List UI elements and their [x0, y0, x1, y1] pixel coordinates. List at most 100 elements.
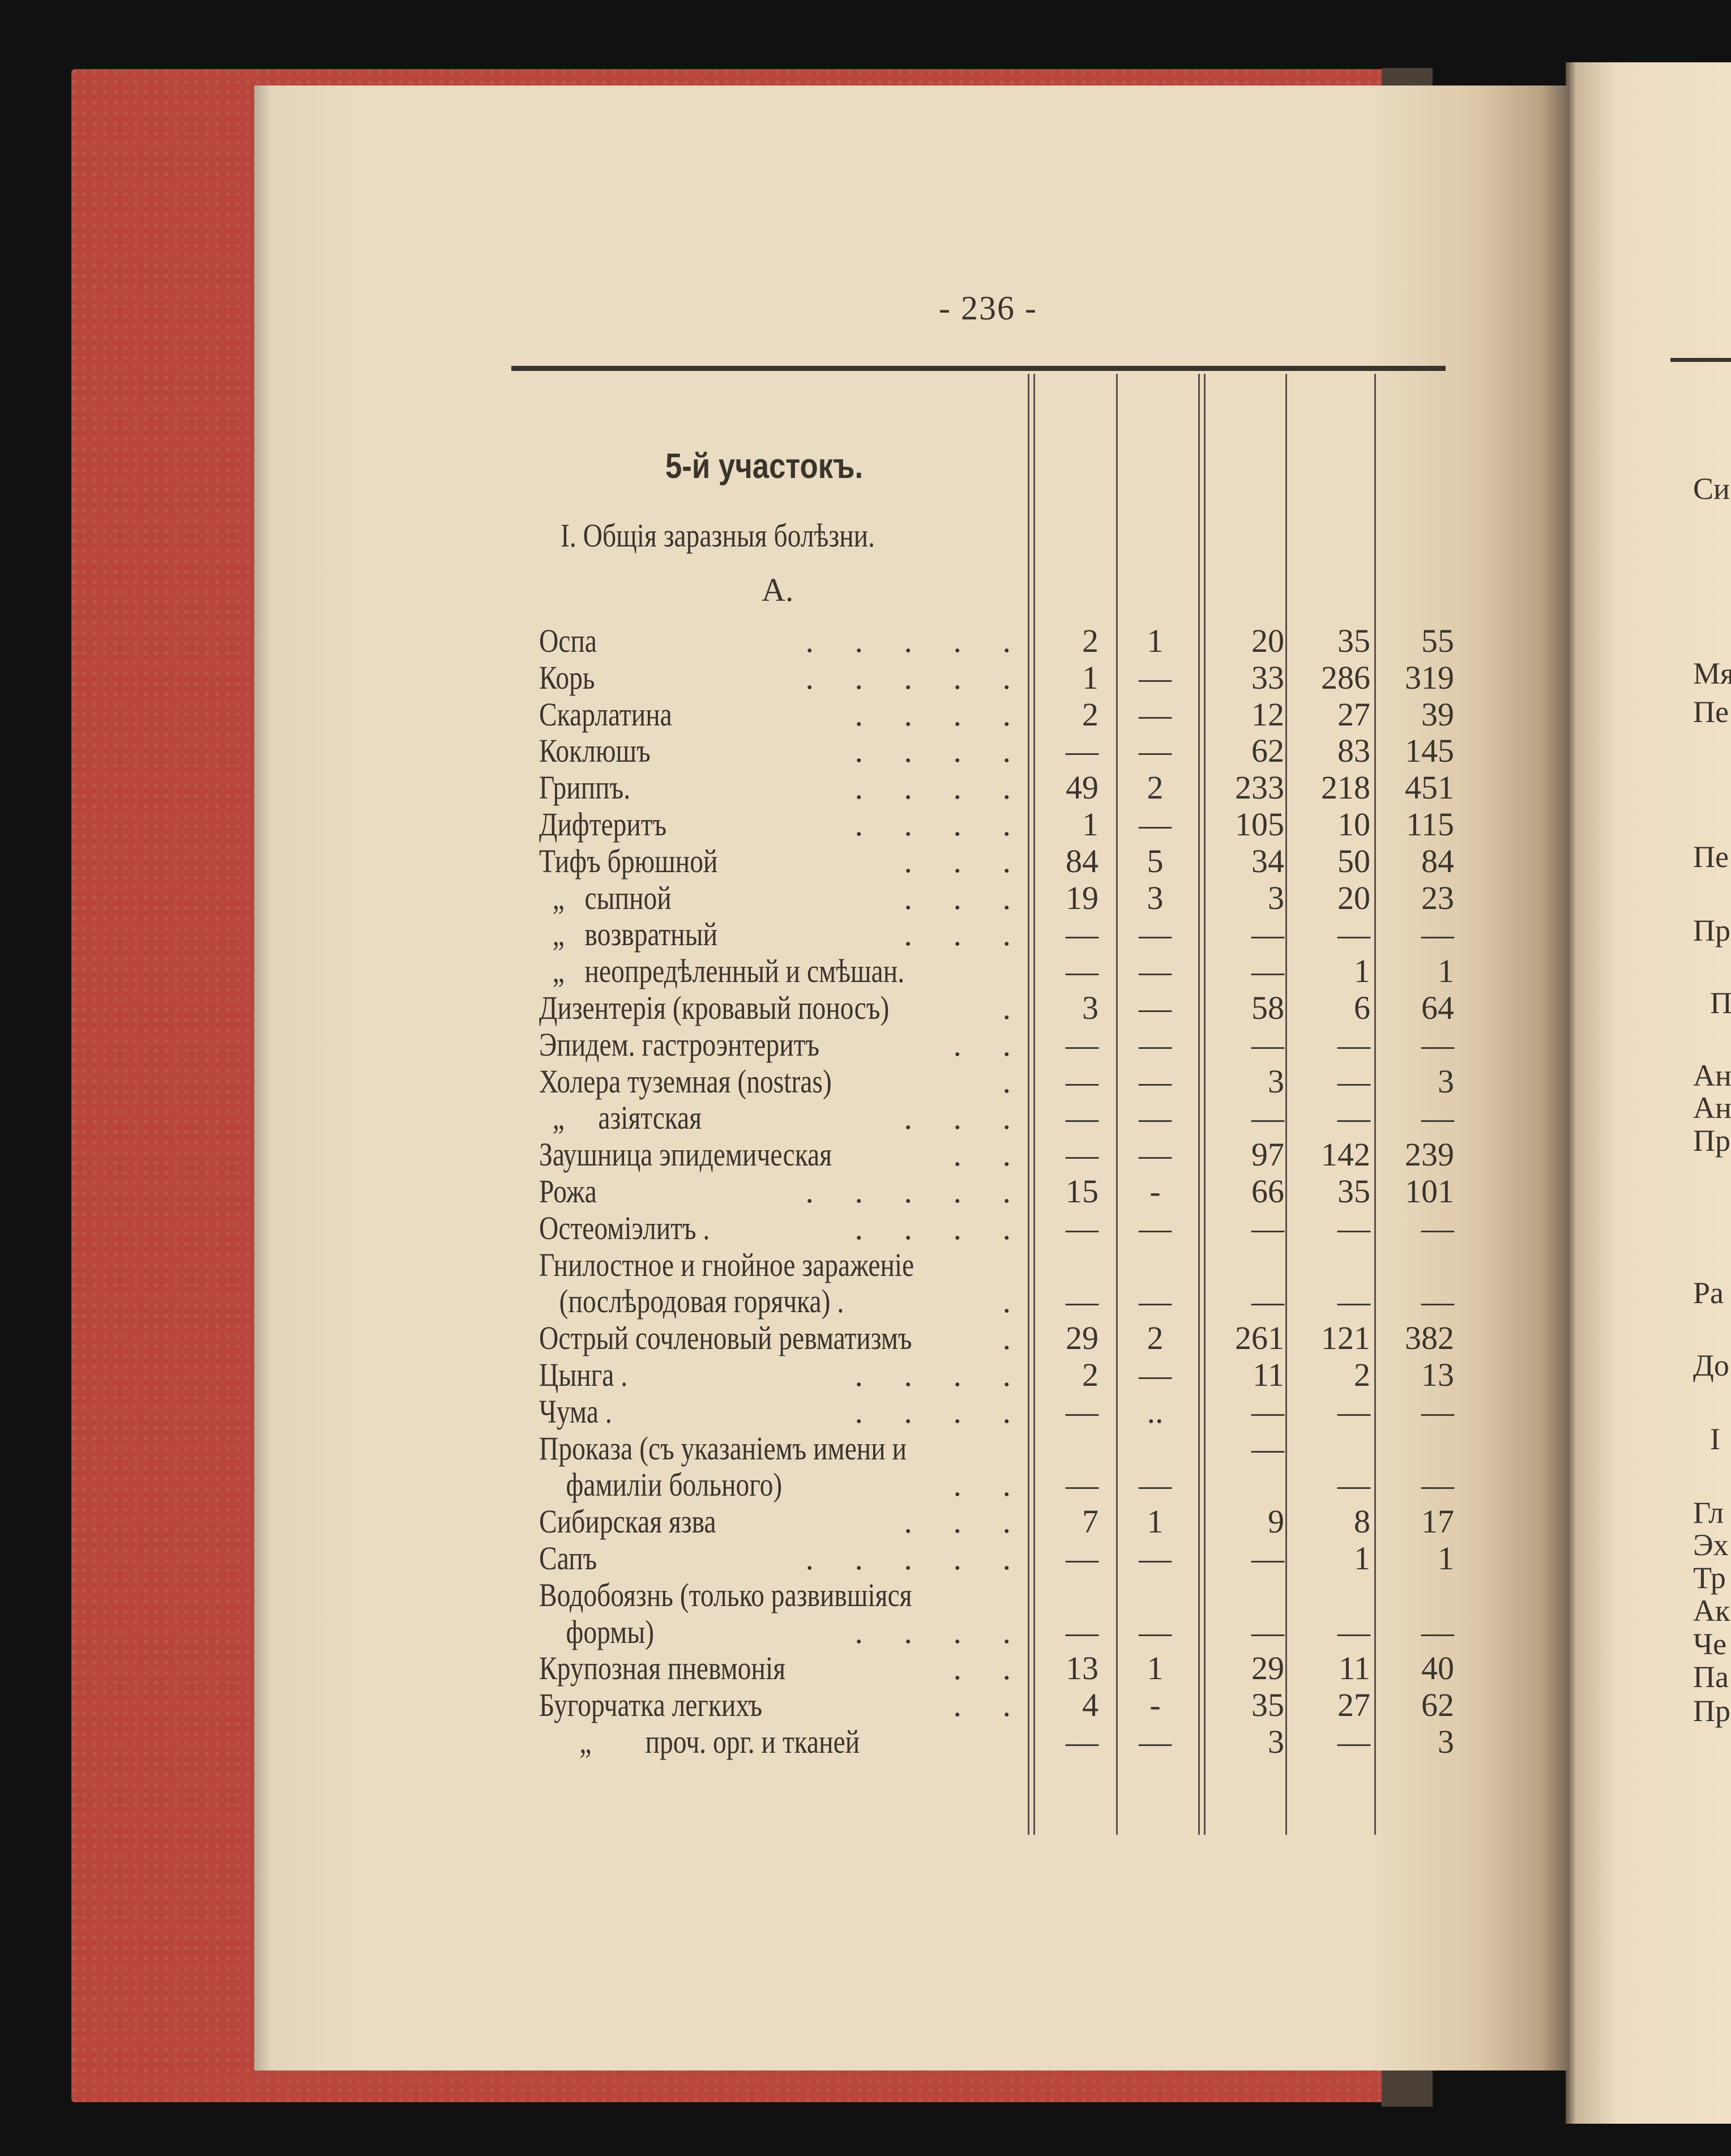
right-page-fragment: Мя	[1693, 656, 1731, 690]
value-cell-col3: 20	[1251, 622, 1284, 659]
dot-leader: . . .	[904, 879, 1011, 916]
value-cell-col4: —	[1337, 1026, 1370, 1063]
row-label-cell: фамиліи больного) . .	[539, 1467, 1011, 1504]
right-page-rule	[1670, 358, 1731, 362]
value-cell-col1: —	[1066, 1539, 1099, 1577]
value-cell-col4: 83	[1337, 732, 1370, 770]
dot-leader: .	[1002, 1320, 1011, 1357]
disease-name: Сибирская язва	[539, 1503, 716, 1540]
value-cell-col2: —	[1139, 1613, 1172, 1650]
disease-name: Заушница эпидемическая	[539, 1136, 832, 1173]
value-cell-col4: —	[1337, 1209, 1370, 1246]
value-cell-col5: 55	[1421, 622, 1454, 659]
dot-leader: . .	[953, 1136, 1011, 1173]
value-cell-col2: 3	[1147, 879, 1164, 916]
value-cell-col4: —	[1337, 1466, 1370, 1504]
dot-leader: . . .	[904, 1503, 1011, 1540]
value-cell-col1: —	[1066, 1613, 1099, 1650]
value-cell-col3: —	[1251, 1283, 1284, 1320]
value-cell-col3: 29	[1251, 1650, 1284, 1687]
dot-leader: .	[1002, 1283, 1011, 1320]
value-cell-col5: —	[1421, 1393, 1454, 1430]
value-cell-col5: 319	[1405, 659, 1454, 696]
value-cell-col5: 13	[1421, 1356, 1454, 1393]
value-cell-col4: 286	[1321, 659, 1370, 696]
value-cell-col2: 2	[1147, 1320, 1164, 1357]
value-cell-col4: —	[1337, 916, 1370, 953]
value-cell-col5: 1	[1438, 1539, 1454, 1577]
value-cell-col3: 3	[1268, 879, 1284, 916]
right-page-fragment: I	[1710, 1422, 1720, 1456]
row-label-cell: Бугорчатка легкихъ . .	[539, 1687, 1011, 1724]
value-cell-col5: 382	[1405, 1320, 1454, 1357]
value-cell-col1: 2	[1082, 695, 1099, 733]
table-row: Бугорчатка легкихъ . . 4 - 35 27 62	[0, 1687, 1731, 1724]
row-label-cell: Чума . . . . .	[539, 1393, 1011, 1431]
row-label-cell: Гриппъ. . . . .	[539, 769, 1011, 806]
value-cell-col4: —	[1337, 1613, 1370, 1650]
subsection-heading: А.	[762, 571, 794, 608]
row-label-cell: Заушница эпидемическая . .	[539, 1136, 1011, 1173]
value-cell-col1: 19	[1066, 879, 1099, 916]
row-label-cell: Дифтеритъ . . . .	[539, 806, 1011, 843]
table-row: Холера туземная (nostras). — — 3 — 3	[0, 1062, 1731, 1100]
dot-leader: . . . . .	[805, 622, 1011, 659]
disease-name: Тифъ брюшной	[539, 842, 718, 880]
value-cell-col2: 1	[1147, 1650, 1164, 1687]
value-cell-col1: 1	[1082, 659, 1099, 696]
disease-name: „ неопредѣленный и смѣшан.	[539, 953, 905, 990]
value-cell-col5: 23	[1421, 879, 1454, 916]
disease-name: Коклюшъ	[539, 732, 651, 770]
column-divider	[1374, 374, 1376, 1835]
dot-leader: . .	[953, 1650, 1011, 1687]
value-cell-col5: 64	[1421, 989, 1454, 1026]
row-label-cell: Тифъ брюшной . . .	[539, 843, 1011, 880]
disease-name: „ сыпной	[539, 879, 672, 916]
table-row: Рожа . . . . . 15 - 66 35 101	[0, 1173, 1731, 1210]
disease-name: Цынга .	[539, 1356, 628, 1393]
value-cell-col3: 33	[1251, 659, 1284, 696]
dot-leader: . .	[953, 1026, 1011, 1063]
table-row: (послѣродовая горячка) .. — — — — —	[0, 1283, 1731, 1320]
value-cell-col2: —	[1139, 916, 1172, 953]
disease-name: „ возвратный	[539, 916, 718, 953]
value-cell-col3: —	[1251, 953, 1284, 990]
value-cell-col3: —	[1251, 1099, 1284, 1137]
row-label-cell: Рожа . . . . .	[539, 1173, 1011, 1210]
right-page-fragment: Пе	[1693, 840, 1729, 874]
section-heading: I. Общія заразныя болѣзни.	[561, 517, 875, 554]
value-cell-col3: 3	[1268, 1062, 1284, 1100]
disease-name: Острый сочленовый ревматизмъ	[539, 1320, 912, 1357]
value-cell-col2: 1	[1147, 1503, 1164, 1540]
page-shadow	[254, 86, 271, 2070]
table-row: Скарлатина . . . . 2 — 12 27 39	[0, 695, 1731, 733]
value-cell-col5: —	[1421, 1209, 1454, 1246]
disease-name: „ проч. орг. и тканей	[539, 1723, 860, 1760]
value-cell-col2: —	[1139, 953, 1172, 990]
row-label-cell: „ неопредѣленный и смѣшан.	[539, 953, 1011, 990]
value-cell-col4: 8	[1354, 1503, 1370, 1540]
dot-leader: . .	[953, 1466, 1011, 1504]
value-cell-col1: —	[1066, 1466, 1099, 1504]
value-cell-col5: —	[1421, 1466, 1454, 1504]
value-cell-col2: —	[1139, 1356, 1172, 1393]
value-cell-col5: —	[1421, 1099, 1454, 1137]
dot-leader: . . . . .	[805, 1172, 1011, 1210]
row-label-cell: Эпидем. гастроэнтеритъ . .	[539, 1026, 1011, 1064]
value-cell-col3: —	[1251, 1429, 1284, 1467]
value-cell-col4: —	[1337, 1393, 1370, 1430]
dot-leader: . . . . .	[805, 1539, 1011, 1577]
value-cell-col2: —	[1139, 1062, 1172, 1100]
disease-name: Холера туземная (nostras)	[539, 1062, 832, 1100]
row-label-cell: „ проч. орг. и тканей	[539, 1723, 1011, 1761]
value-cell-col4: 2	[1354, 1356, 1370, 1393]
value-cell-col3: —	[1251, 1209, 1284, 1246]
value-cell-col2: —	[1139, 1136, 1172, 1173]
value-cell-col5: 145	[1405, 732, 1454, 770]
disease-table: Оспа. . . . . 2 1 20 35 55 Корь. . . . . 1—33 28…	[0, 622, 1731, 1761]
right-page-fragment: Че	[1693, 1627, 1727, 1661]
disease-name: Остеоміэлитъ .	[539, 1209, 710, 1246]
row-label-cell: Проказа (съ указаніемъ имени и	[539, 1430, 1011, 1467]
row-label-cell: Сибирская язва . . .	[539, 1503, 1011, 1540]
value-cell-col1: —	[1066, 953, 1099, 990]
